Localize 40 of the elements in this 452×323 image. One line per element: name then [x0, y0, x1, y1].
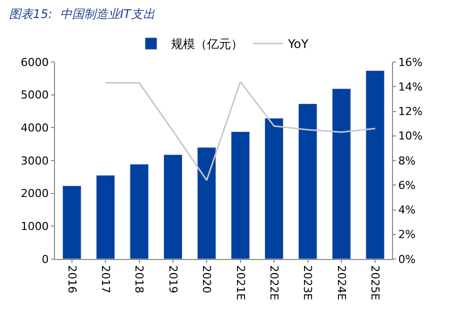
y-tick-label: 2000 [20, 187, 49, 200]
x-tick-label: 2019 [166, 265, 180, 294]
legend-label: 规模（亿元） [171, 37, 243, 52]
y2-tick-label: 0% [398, 252, 416, 266]
x-tick-label: 2016 [65, 265, 78, 294]
y-tick-label: 5000 [20, 88, 49, 102]
bar [298, 103, 318, 259]
y-tick-label: 3000 [20, 154, 49, 168]
y2-tick-label: 8% [398, 154, 416, 168]
bar [264, 118, 284, 259]
y2-tick-label: 10% [398, 130, 423, 143]
y-tick-label: 6000 [20, 56, 49, 69]
bar [62, 186, 82, 259]
x-tick-label: 2024E [334, 265, 348, 300]
x-tick-label: 2020 [200, 265, 214, 294]
bar [163, 154, 182, 259]
bar [130, 164, 149, 259]
bar [332, 88, 351, 259]
bar [230, 131, 250, 259]
y2-tick-label: 14% [398, 80, 423, 94]
y-tick-label: 1000 [20, 220, 49, 234]
x-tick-label: 2018 [132, 265, 146, 294]
x-tick-label: 2017 [98, 265, 112, 294]
y2-tick-label: 12% [398, 105, 423, 118]
x-tick-label: 2022E [267, 265, 280, 300]
y2-tick-label: 16% [398, 56, 423, 69]
y2-tick-label: 6% [398, 178, 416, 192]
x-tick-label: 2025E [368, 265, 382, 300]
y-tick-label: 0 [42, 252, 49, 266]
line-series [104, 80, 376, 181]
y2-tick-label: 2% [398, 228, 416, 242]
x-tick-label: 2021E [234, 265, 247, 300]
x-tick-label: 2023E [301, 265, 314, 300]
bar [366, 70, 385, 259]
chart-title: 图表15: 中国制造业IT支出 [9, 7, 155, 22]
bar [197, 147, 216, 259]
bar [96, 175, 116, 259]
y-tick-label: 4000 [20, 122, 49, 135]
legend-label: YoY [287, 37, 310, 52]
y2-tick-label: 4% [398, 204, 416, 217]
